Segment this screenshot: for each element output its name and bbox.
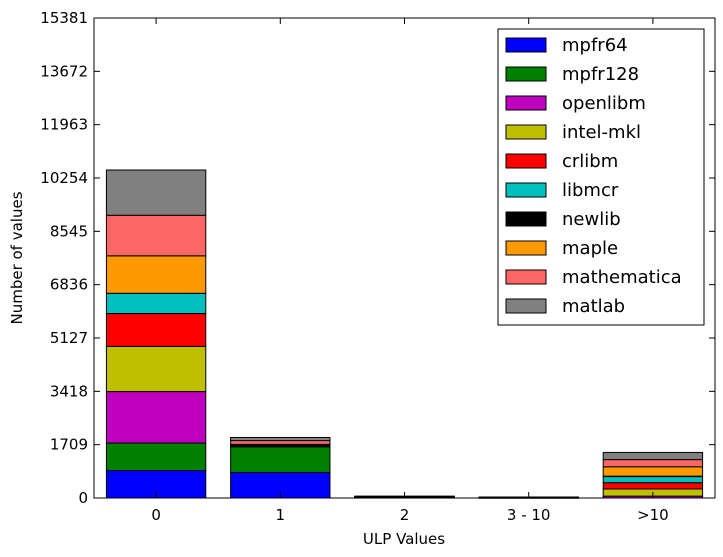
- bar-segment-mathematica-4: [602, 459, 704, 468]
- legend-label-matlab: matlab: [562, 296, 625, 317]
- legend-swatch-newlib: [505, 211, 547, 227]
- bar-segment-libmcr-4: [602, 475, 704, 484]
- legend-label-mathematica: mathematica: [562, 267, 682, 288]
- x-tick-label: 3 - 10: [507, 506, 551, 524]
- bar-segment-crlibm-4: [602, 482, 704, 490]
- legend-swatch-libmcr: [505, 182, 547, 198]
- y-tick-label: 8545: [50, 222, 88, 240]
- x-tick-label: 2: [400, 506, 410, 524]
- bar-segment-maple-4: [602, 466, 704, 477]
- y-tick-label: 0: [78, 489, 88, 507]
- legend-label-openlibm: openlibm: [562, 93, 646, 114]
- x-axis: 0 1 2 3 - 10 >10: [151, 18, 669, 524]
- bar-segment-matlab-0: [105, 169, 207, 216]
- bar-segment-crlibm-0: [105, 313, 207, 347]
- y-tick-label: 15381: [40, 9, 88, 27]
- legend-swatch-openlibm: [505, 95, 547, 111]
- legend-swatch-crlibm: [505, 153, 547, 169]
- bar-segment-intel-mkl-0: [105, 345, 207, 393]
- bar-segment-maple-0: [105, 255, 207, 294]
- y-tick-label: 10254: [40, 169, 88, 187]
- bar-segment-mpfr128-0: [105, 442, 207, 472]
- bar-segment-openlibm-0: [105, 391, 207, 444]
- y-axis: 0 1709 3418 5127 6836 8545 10254 11963 13672 1538…: [40, 9, 715, 507]
- bar-segment-mpfr128-1: [230, 446, 331, 473]
- y-tick-label: 3418: [50, 382, 88, 400]
- y-tick-label: 11963: [40, 116, 88, 134]
- legend-label-intel-mkl: intel-mkl: [562, 122, 641, 143]
- legend-label-mpfr128: mpfr128: [562, 64, 639, 85]
- legend-swatch-mpfr64: [505, 37, 547, 53]
- bar-segment-matlab-1: [230, 436, 331, 442]
- x-tick-label: 1: [276, 506, 286, 524]
- bar-segment-mathematica-0: [105, 214, 207, 257]
- legend-label-newlib: newlib: [562, 209, 621, 230]
- legend-swatch-mpfr128: [505, 66, 547, 82]
- legend-swatch-matlab: [505, 298, 547, 314]
- legend-swatch-intel-mkl: [505, 124, 547, 140]
- legend-label-mpfr64: mpfr64: [562, 35, 628, 56]
- legend: mpfr64 mpfr128 openlibm intel-mkl crlibm libm…: [497, 28, 705, 326]
- bar-segment-matlab-4: [602, 451, 704, 461]
- y-tick-label: 1709: [50, 436, 88, 454]
- legend-label-crlibm: crlibm: [562, 151, 618, 172]
- legend-swatch-mathematica: [505, 269, 547, 285]
- x-axis-label: ULP Values: [363, 530, 445, 548]
- bars-group: [105, 169, 704, 499]
- bar-segment-libmcr-0: [105, 292, 207, 315]
- legend-swatch-maple: [505, 240, 547, 256]
- x-tick-label: 0: [151, 506, 161, 524]
- legend-label-maple: maple: [562, 238, 618, 259]
- x-tick-label: >10: [637, 506, 669, 524]
- y-tick-label: 6836: [50, 276, 88, 294]
- y-tick-label: 5127: [50, 329, 88, 347]
- bar-segment-mathematica-1: [230, 440, 331, 445]
- y-tick-label: 13672: [40, 62, 88, 80]
- legend-label-libmcr: libmcr: [562, 180, 619, 201]
- y-axis-label: Number of values: [8, 191, 26, 324]
